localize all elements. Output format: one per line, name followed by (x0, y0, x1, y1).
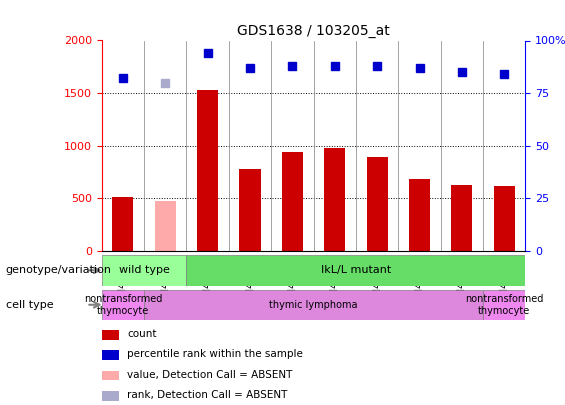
Text: thymic lymphoma: thymic lymphoma (270, 300, 358, 310)
Bar (197, 90, 218, 251)
Text: wild type: wild type (119, 265, 170, 275)
FancyBboxPatch shape (144, 290, 483, 320)
Bar (324, 149, 345, 251)
Bar (102, 391, 119, 401)
Bar (102, 371, 119, 380)
Bar (240, 169, 260, 251)
FancyBboxPatch shape (186, 255, 525, 286)
FancyBboxPatch shape (102, 255, 186, 286)
Text: cell type: cell type (6, 300, 53, 309)
Bar (155, 200, 176, 251)
Bar (451, 185, 472, 251)
Text: nontransformed
thymocyte: nontransformed thymocyte (465, 294, 544, 315)
FancyBboxPatch shape (483, 290, 525, 320)
Title: GDS1638 / 103205_at: GDS1638 / 103205_at (237, 24, 390, 38)
Text: genotype/variation: genotype/variation (6, 265, 112, 275)
Bar (367, 158, 388, 251)
Bar (282, 152, 303, 251)
Text: nontransformed
thymocyte: nontransformed thymocyte (84, 294, 162, 315)
Bar (409, 179, 430, 251)
Text: IkL/L mutant: IkL/L mutant (321, 265, 391, 275)
Bar (102, 350, 119, 360)
FancyBboxPatch shape (102, 290, 144, 320)
Text: percentile rank within the sample: percentile rank within the sample (127, 350, 303, 359)
Text: rank, Detection Call = ABSENT: rank, Detection Call = ABSENT (127, 390, 288, 400)
Text: count: count (127, 329, 157, 339)
Text: value, Detection Call = ABSENT: value, Detection Call = ABSENT (127, 370, 293, 379)
Bar (494, 186, 515, 251)
Bar (102, 330, 119, 340)
Bar (112, 197, 133, 251)
